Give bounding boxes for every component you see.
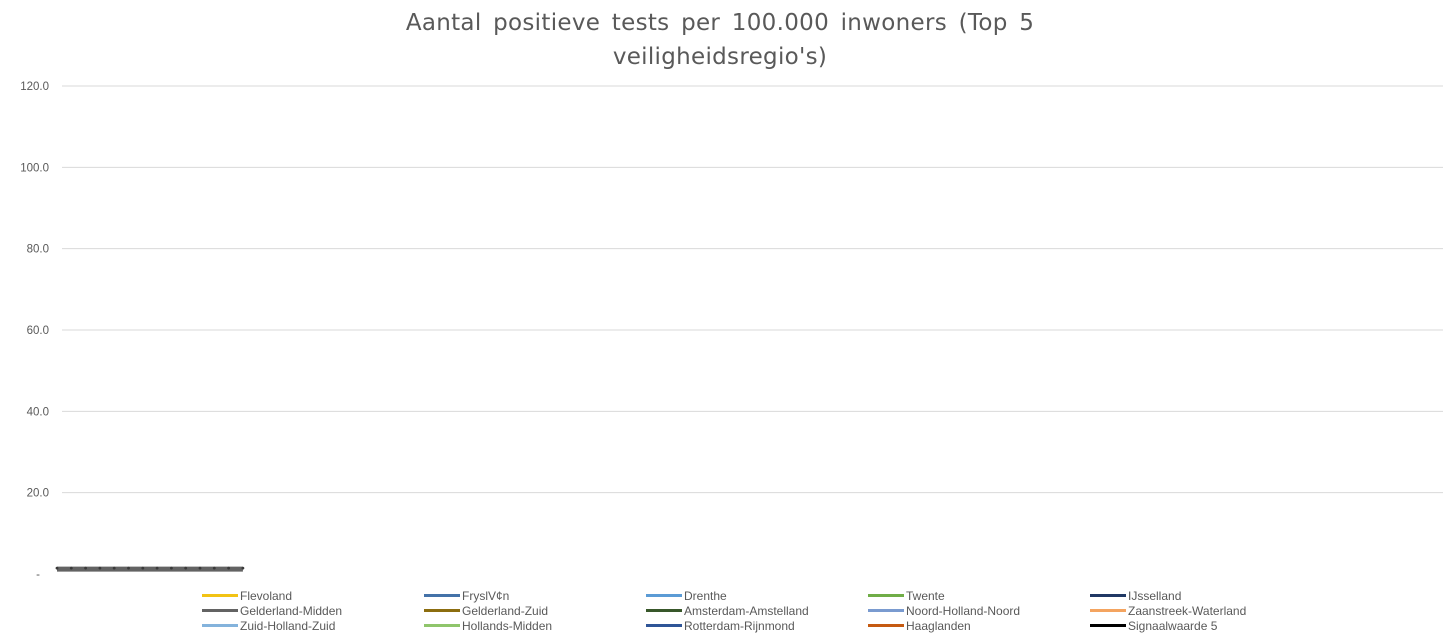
legend-swatch bbox=[424, 624, 460, 627]
chart-title-line-2: veiligheidsregio's) bbox=[612, 44, 828, 70]
legend-swatch bbox=[868, 594, 904, 597]
legend-label: Gelderland-Midden bbox=[240, 603, 343, 618]
legend-swatch bbox=[202, 609, 238, 612]
legend-label: IJsselland bbox=[1128, 588, 1182, 603]
data-point bbox=[84, 566, 87, 570]
legend-label: Flevoland bbox=[240, 588, 293, 603]
legend-item[interactable]: Haaglanden bbox=[868, 618, 971, 633]
legend-swatch bbox=[1090, 609, 1126, 612]
data-point bbox=[184, 566, 188, 570]
legend-item[interactable]: Drenthe bbox=[646, 588, 727, 603]
legend-swatch bbox=[646, 594, 682, 597]
legend-label: Noord-Holland-Noord bbox=[906, 603, 1021, 618]
legend-item[interactable]: Zuid-Holland-Zuid bbox=[202, 618, 335, 633]
chart-title: Aantal positieve tests per 100.000 inwon… bbox=[300, 6, 1140, 74]
data-point bbox=[141, 566, 145, 570]
legend-swatch bbox=[646, 609, 682, 612]
legend-item[interactable]: Twente bbox=[868, 588, 945, 603]
legend-label: FryslV¢n bbox=[462, 588, 510, 603]
data-point bbox=[170, 566, 173, 570]
legend-item[interactable]: Rotterdam-Rijnmond bbox=[646, 618, 795, 633]
legend-item[interactable]: Flevoland bbox=[202, 588, 292, 603]
legend-label: Amsterdam-Amstelland bbox=[684, 603, 809, 618]
data-point bbox=[55, 566, 59, 570]
legend-swatch bbox=[868, 609, 904, 612]
data-point bbox=[212, 566, 216, 570]
legend: Flevoland FryslV¢n Drenthe Twente IJsselland… bbox=[0, 588, 1445, 640]
legend-label: Drenthe bbox=[684, 588, 727, 603]
y-tick-label: 120.0 bbox=[20, 81, 49, 93]
data-point bbox=[198, 566, 202, 570]
y-tick-label: 100.0 bbox=[20, 162, 49, 174]
y-tick-label: - bbox=[36, 569, 40, 581]
legend-label: Rotterdam-Rijnmond bbox=[684, 618, 795, 633]
legend-item[interactable]: Gelderland-Midden bbox=[202, 603, 342, 618]
legend-item[interactable]: Zaanstreek-Waterland bbox=[1090, 603, 1246, 618]
legend-label: Gelderland-Zuid bbox=[462, 603, 549, 618]
legend-label: Zuid-Holland-Zuid bbox=[240, 618, 336, 633]
data-point bbox=[98, 566, 102, 570]
legend-label: Twente bbox=[906, 588, 945, 603]
data-point bbox=[69, 566, 73, 570]
legend-swatch bbox=[646, 624, 682, 627]
legend-label: Signaalwaarde 5 bbox=[1128, 618, 1218, 633]
data-point bbox=[127, 566, 130, 570]
data-point bbox=[227, 566, 231, 570]
legend-swatch bbox=[424, 609, 460, 612]
chart-title-line-1: Aantal positieve tests per 100.000 inwon… bbox=[405, 10, 1035, 36]
data-point bbox=[112, 566, 116, 570]
legend-item[interactable]: Amsterdam-Amstelland bbox=[646, 603, 809, 618]
legend-item[interactable]: Signaalwaarde 5 bbox=[1090, 618, 1217, 633]
legend-swatch bbox=[202, 594, 238, 597]
legend-item[interactable]: Hollands-Midden bbox=[424, 618, 552, 633]
legend-swatch bbox=[868, 624, 904, 627]
y-tick-label: 40.0 bbox=[27, 406, 49, 418]
legend-item[interactable]: Noord-Holland-Noord bbox=[868, 603, 1020, 618]
legend-item[interactable]: Gelderland-Zuid bbox=[424, 603, 548, 618]
legend-swatch bbox=[202, 624, 238, 627]
legend-label: Haaglanden bbox=[906, 618, 971, 633]
y-tick-label: 80.0 bbox=[27, 244, 49, 256]
plot-area: - 20.0 40.0 60.0 80.0 100.0 120.0 bbox=[20, 81, 1443, 581]
legend-swatch bbox=[424, 594, 460, 597]
legend-swatch bbox=[1090, 594, 1126, 597]
y-tick-label: 20.0 bbox=[27, 488, 49, 500]
legend-label: Zaanstreek-Waterland bbox=[1128, 603, 1247, 618]
data-point bbox=[241, 566, 245, 570]
legend-label: Hollands-Midden bbox=[462, 618, 553, 633]
data-point bbox=[155, 566, 159, 570]
legend-item[interactable]: IJsselland bbox=[1090, 588, 1181, 603]
y-tick-label: 60.0 bbox=[27, 325, 49, 337]
legend-item[interactable]: FryslV¢n bbox=[424, 588, 509, 603]
legend-swatch bbox=[1090, 624, 1126, 627]
